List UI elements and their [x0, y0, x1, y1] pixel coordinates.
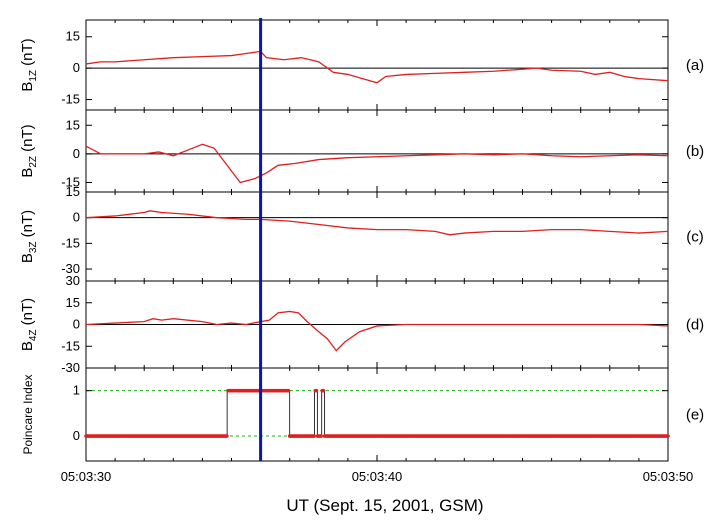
x-tick-label: 05:03:40 — [352, 469, 403, 484]
y-label-sub: 2Z — [28, 156, 39, 168]
y-tick-label: 0 — [73, 210, 80, 225]
y-tick-label: 15 — [66, 295, 80, 310]
panel-frame — [85, 19, 669, 111]
panel-c: 15 0 -15 -30 (c) B3Z (nT) — [19, 184, 704, 282]
y-tick-label: 0 — [73, 428, 80, 443]
index-point — [312, 434, 316, 438]
y-tick-label: 0 — [73, 146, 80, 161]
panel-frame — [85, 191, 669, 282]
x-tick-label: 05:03:50 — [643, 469, 694, 484]
panel-a: 15 0 -15 (a) B1Z (nT) — [19, 19, 704, 111]
y-label-sub: 3Z — [28, 241, 39, 253]
y-label-unit: (nT) — [19, 38, 36, 70]
series-line-b — [85, 143, 669, 184]
y-label-unit: (nT) — [19, 124, 36, 156]
y-tick-label: -15 — [61, 235, 80, 250]
panel-frame — [85, 109, 669, 193]
y-tick-label: 30 — [66, 273, 80, 288]
x-axis: 05:03:30 05:03:40 05:03:50 — [61, 469, 694, 484]
y-tick-label: -30 — [61, 360, 80, 375]
y-label-unit: (nT) — [19, 298, 36, 330]
panel-e: 1 0 (e) Poincare Index — [21, 367, 704, 462]
y-tick-label: 15 — [66, 184, 80, 199]
y-label-main: B — [19, 82, 36, 92]
y-tick-label: 15 — [66, 117, 80, 132]
y-label-sub: 1Z — [28, 70, 39, 82]
index-point — [321, 388, 326, 393]
panel-label-d: (d) — [686, 317, 704, 334]
y-tick-label: 0 — [73, 60, 80, 75]
y-label-sub: 4Z — [28, 329, 39, 341]
y-tick-label: -15 — [61, 92, 80, 107]
panel-d: 30 15 0 -15 -30 (d) B4Z (nT) — [19, 273, 704, 375]
y-tick-label: 0 — [73, 317, 80, 332]
index-point — [319, 434, 323, 438]
panel-frame — [85, 367, 669, 462]
index-point — [286, 388, 291, 393]
panels-layer: 150-15(a)B1Z (nT)150-15(b)B2Z (nT)150-15… — [19, 19, 704, 462]
series-line-d — [85, 310, 669, 352]
y-label-unit: (nT) — [19, 210, 36, 242]
y-tick-label: -15 — [61, 338, 80, 353]
y-axis-label-d: B4Z (nT) — [19, 298, 39, 351]
y-label-main: B — [19, 341, 36, 351]
y-tick-label: -15 — [61, 174, 80, 189]
y-tick-label: 15 — [66, 29, 80, 44]
y-axis-label-a: B1Z (nT) — [19, 38, 39, 91]
index-point — [225, 434, 229, 438]
panel-label-e: (e) — [686, 407, 704, 424]
series-line-c — [85, 210, 669, 236]
y-label-main: B — [19, 168, 36, 178]
series-line-e — [86, 390, 668, 437]
x-axis-label: UT (Sept. 15, 2001, GSM) — [286, 496, 483, 515]
index-point — [666, 434, 670, 438]
y-label-main: B — [19, 253, 36, 263]
index-point — [314, 388, 319, 393]
y-label-main: Poincare Index — [21, 374, 35, 454]
x-tick-label: 05:03:30 — [61, 469, 112, 484]
y-axis-label-c: B3Z (nT) — [19, 210, 39, 263]
panel-b: 15 0 -15 (b) B2Z (nT) — [19, 109, 704, 193]
panel-label-a: (a) — [686, 57, 704, 74]
series-line-a — [85, 50, 669, 84]
panel-label-c: (c) — [686, 229, 704, 246]
y-tick-label: 1 — [73, 383, 80, 398]
index-markers — [84, 388, 670, 438]
panel-label-b: (b) — [686, 143, 704, 160]
y-tick-label: -30 — [61, 261, 80, 276]
y-axis-label-b: B2Z (nT) — [19, 124, 39, 177]
y-axis-label-e: Poincare Index — [21, 374, 35, 454]
